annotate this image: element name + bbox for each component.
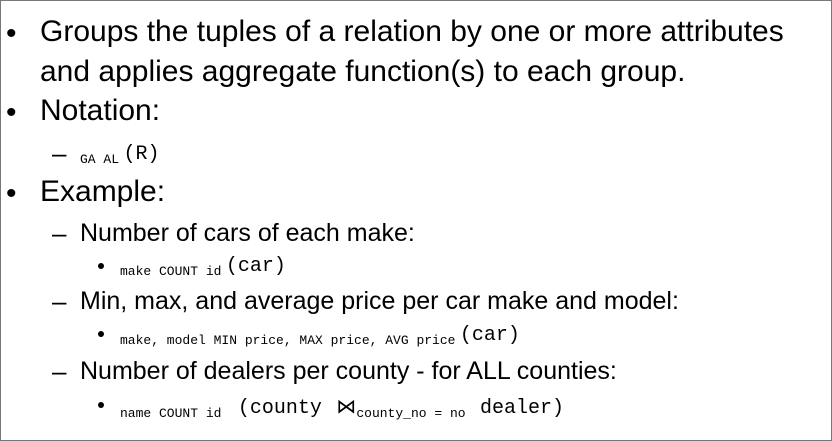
bullet-1-line-2: and applies aggregate function(s) to eac… bbox=[40, 55, 686, 88]
sub-bullet-dot bbox=[98, 331, 104, 337]
dash-marker: – bbox=[52, 218, 67, 248]
dash-marker: – bbox=[52, 138, 67, 168]
example-1-argument: (car) bbox=[225, 255, 286, 278]
join-condition: county_no = no bbox=[356, 406, 466, 421]
bullet-marker: • bbox=[6, 96, 17, 129]
bullet-1-line-1: Groups the tuples of a relation by one o… bbox=[40, 15, 784, 48]
dash-marker: – bbox=[52, 286, 67, 316]
dash-marker: – bbox=[52, 356, 67, 386]
example-2-label: Min, max, and average price per car make… bbox=[80, 287, 679, 315]
bullet-marker: • bbox=[6, 177, 17, 210]
sub-bullet-dot bbox=[98, 402, 104, 408]
example-1-expression: make COUNT id (car) bbox=[120, 255, 286, 279]
example-1-subscript: make COUNT id bbox=[120, 264, 222, 279]
example-3-argument-pre: (county bbox=[237, 397, 322, 420]
notation-subscript: GA AL bbox=[80, 152, 120, 167]
example-heading: Example: bbox=[40, 175, 166, 208]
example-3-argument-post: dealer) bbox=[480, 397, 565, 420]
sub-bullet-dot bbox=[98, 263, 104, 269]
bullet-marker: • bbox=[6, 17, 17, 50]
example-3-label: Number of dealers per county - for ALL c… bbox=[80, 357, 617, 385]
notation-heading: Notation: bbox=[40, 94, 161, 127]
notation-argument: (R) bbox=[123, 143, 160, 166]
example-2-expression: make, model MIN price, MAX price, AVG pr… bbox=[120, 324, 520, 348]
example-2-argument: (car) bbox=[459, 324, 520, 347]
notation-expression: GA AL (R) bbox=[80, 143, 160, 167]
example-3-subscript: name COUNT id bbox=[120, 406, 222, 421]
example-1-label: Number of cars of each make: bbox=[80, 219, 415, 247]
example-2-subscript: make, model MIN price, MAX price, AVG pr… bbox=[120, 333, 456, 348]
join-symbol-icon: ⋈ bbox=[336, 394, 357, 418]
example-3-expression: name COUNT id (county ⋈county_no = no de… bbox=[120, 394, 565, 421]
